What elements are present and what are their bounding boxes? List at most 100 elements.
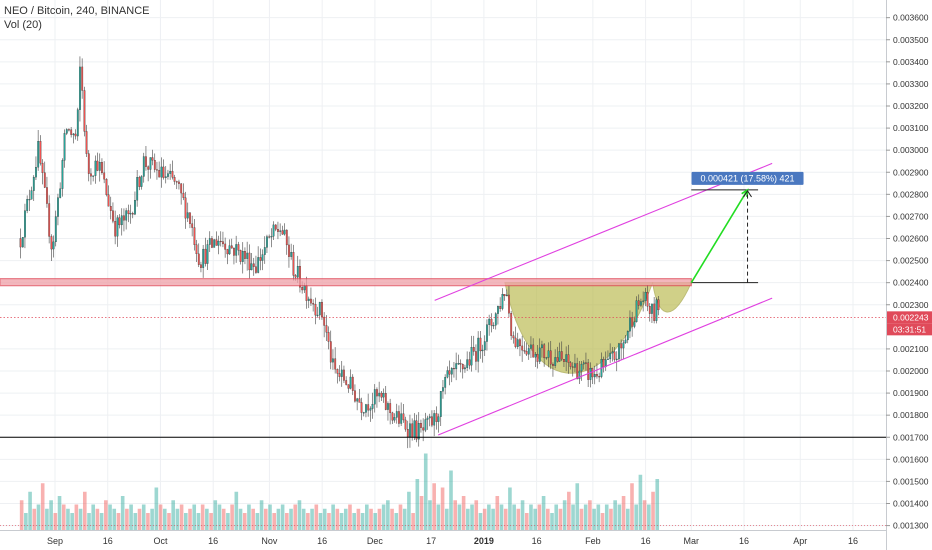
candle-body [527,348,530,355]
candle-body [182,192,185,198]
candle-body [101,162,103,174]
candle-body [613,351,616,360]
time-tick-label: Dec [367,536,384,546]
volume-bar [158,504,163,530]
candle-body [644,291,647,302]
volume-bar [432,483,436,530]
candle-body [261,254,264,261]
volume-bar [188,508,192,530]
channel-lower-line[interactable] [437,297,773,436]
volume-indicator-label[interactable]: Vol (20) [4,19,42,31]
candle-body [468,359,471,366]
candle-body [521,345,524,351]
candle-body [30,190,33,200]
candle-body [347,384,350,389]
candle-body [281,230,284,235]
candle-body [633,321,636,327]
candle-body [294,275,297,278]
candle-body [248,252,251,271]
volume-bar [651,491,655,530]
countdown-label: 03:31:51 [893,324,926,334]
candle-body [98,162,101,171]
candle-body [646,291,649,307]
candle-body [138,177,141,187]
volume-bar [411,513,415,530]
candle-body [620,343,623,349]
resistance-band[interactable] [0,278,692,287]
volume-bar [499,504,504,530]
candle-body [420,423,422,428]
candle-body [32,176,35,191]
volume-bar [567,491,571,530]
candle-body [565,354,568,362]
volume-bar [647,504,651,530]
candle-body [316,314,319,316]
candle-body [611,351,614,354]
volume-bar [230,504,234,530]
volume-bar [116,513,121,530]
channel-upper-line[interactable] [434,162,773,301]
volume-bar [184,513,188,530]
candle-body [219,240,222,243]
candle-body [296,266,299,278]
volume-bar [331,504,335,530]
symbol-title[interactable]: NEO / Bitcoin, 240, BINANCE [4,5,150,17]
candle-body [635,300,638,323]
candle-body [576,363,579,380]
time-axis[interactable]: Sep 16 Oct 16 Nov 16 Dec 17 2019 16 Feb 16 Mar 16 Apr 1… [0,530,886,547]
candle-body [490,318,493,326]
candle-body [547,350,550,358]
time-tick-label: 16 [317,536,327,546]
projection-arrow[interactable] [690,189,749,284]
volume-bar [95,508,100,530]
volume-bar [579,508,584,530]
volume-bar [293,504,298,530]
candle-body [422,427,425,431]
volume-bar [226,513,230,530]
candle-body [140,176,143,187]
candle-body [415,420,418,440]
candle-body [358,398,361,403]
candle-body [571,366,574,368]
candle-body [574,363,576,368]
candle-body [472,347,475,352]
candle-body [587,362,590,380]
candle-body [279,230,282,232]
volume-bar [221,508,226,530]
candle-body [510,313,513,336]
volume-bar [28,491,32,530]
volume-bar [554,504,559,530]
candle-body [123,215,125,221]
volume-bar [175,508,180,530]
candle-body [266,236,268,248]
candle-body [457,363,460,365]
volume-bar [529,504,533,530]
candle-body [48,203,51,237]
volume-bar [436,504,441,530]
candle-body [499,306,502,309]
volume-bar [301,508,306,530]
candle-body [362,412,365,414]
candle-body [217,240,220,246]
volume-bar [154,487,159,530]
candle-body [655,299,658,321]
candle-body [68,129,70,131]
candle-body [512,335,515,339]
candle-body [270,236,273,238]
candle-body [81,66,84,91]
time-tick-label: 16 [532,536,542,546]
candle-body [494,313,497,326]
volume-bars [19,453,660,530]
price-axis[interactable]: 0.003600 0.003500 0.003400 0.003300 0.003200… [886,0,932,550]
candle-body [127,210,130,214]
candle-body [580,363,583,372]
candle-body [268,236,271,238]
candle-body [318,302,321,316]
candle-body [136,177,139,201]
candle-body [204,248,207,264]
candle-body [653,303,656,321]
volume-bar [91,504,96,530]
candle-body [336,369,339,374]
candle-body [563,358,565,362]
